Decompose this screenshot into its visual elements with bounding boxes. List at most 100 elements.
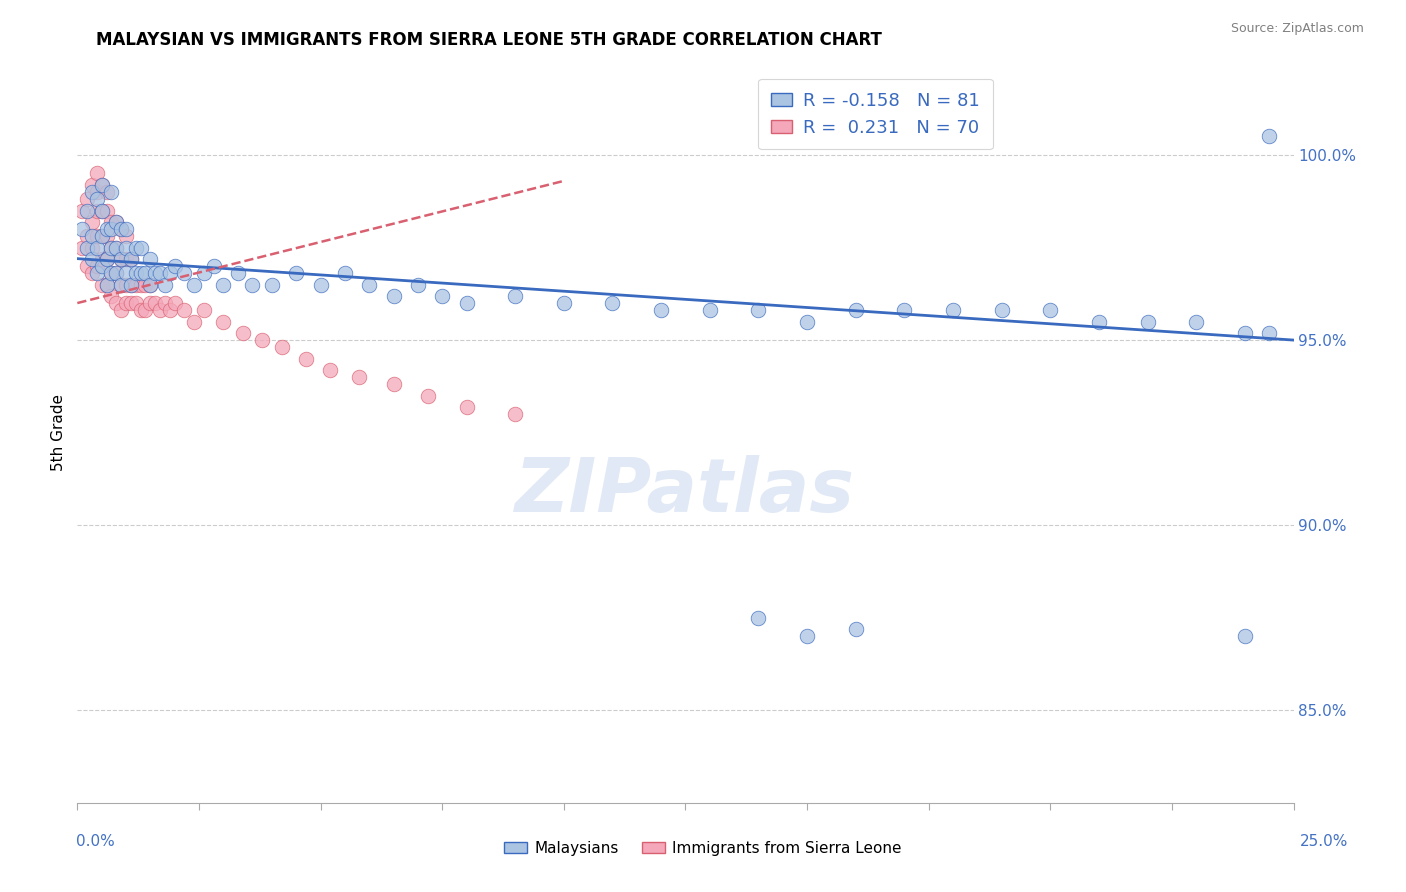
Point (153, 277, 176, 292)
Point (100, 288, 122, 302)
Point (70, 203, 93, 218)
Point (90, 252, 112, 266)
Point (105, 214, 128, 228)
Point (110, 222, 132, 236)
Point (129, 241, 152, 255)
Point (845, 303, 868, 318)
Point (1136, 315, 1159, 329)
Point (226, 267, 249, 281)
Point (183, 277, 205, 292)
Point (359, 277, 381, 292)
Point (86, 193, 108, 207)
Point (80, 267, 103, 281)
Point (105, 296, 128, 310)
Y-axis label: 5th Grade: 5th Grade (51, 394, 66, 471)
Point (129, 277, 152, 292)
Point (153, 296, 176, 310)
Point (80, 185, 103, 199)
Point (80, 252, 103, 266)
Text: Source: ZipAtlas.com: Source: ZipAtlas.com (1230, 22, 1364, 36)
Point (990, 303, 1012, 318)
Point (183, 315, 205, 329)
Point (163, 296, 186, 310)
Point (105, 267, 128, 281)
Point (163, 259, 186, 273)
Point (120, 252, 142, 266)
Point (143, 296, 166, 310)
Point (129, 267, 152, 281)
Point (100, 214, 122, 228)
Point (503, 407, 526, 421)
Point (456, 400, 478, 414)
Point (100, 222, 122, 236)
Point (159, 267, 181, 281)
Point (115, 241, 138, 255)
Point (270, 341, 292, 355)
Point (110, 303, 132, 318)
Point (96, 277, 118, 292)
Point (86, 167, 108, 181)
Point (406, 277, 429, 292)
Point (319, 362, 342, 376)
Point (110, 252, 132, 266)
Point (242, 277, 264, 292)
Point (105, 267, 128, 281)
Point (115, 296, 138, 310)
Point (285, 267, 308, 281)
Point (80, 241, 103, 255)
Point (86, 229, 108, 244)
Point (796, 315, 818, 329)
Point (96, 185, 118, 199)
Point (100, 241, 122, 255)
Point (96, 277, 118, 292)
Point (110, 277, 132, 292)
Point (134, 267, 156, 281)
Point (76, 203, 98, 218)
Legend: R = -0.158   N = 81, R =  0.231   N = 70: R = -0.158 N = 81, R = 0.231 N = 70 (758, 78, 993, 149)
Point (76, 241, 98, 255)
Point (100, 185, 122, 199)
Point (699, 303, 721, 318)
Text: MALAYSIAN VS IMMIGRANTS FROM SIERRA LEONE 5TH GRADE CORRELATION CHART: MALAYSIAN VS IMMIGRANTS FROM SIERRA LEON… (96, 31, 882, 49)
Point (90, 259, 112, 273)
Point (76, 229, 98, 244)
Point (193, 267, 215, 281)
Point (105, 241, 128, 255)
Point (125, 267, 148, 281)
Point (295, 351, 318, 366)
Point (149, 267, 172, 281)
Point (602, 296, 624, 310)
Point (96, 252, 118, 266)
Point (134, 303, 156, 318)
Point (90, 178, 112, 192)
Text: 0.0%: 0.0% (76, 834, 115, 848)
Point (382, 377, 405, 392)
Point (125, 277, 148, 292)
Point (90, 178, 112, 192)
Point (110, 222, 132, 236)
Point (120, 296, 142, 310)
Point (115, 222, 138, 236)
Point (90, 277, 112, 292)
Point (96, 252, 118, 266)
Point (76, 259, 98, 273)
Point (96, 222, 118, 236)
Legend: Malaysians, Immigrants from Sierra Leone: Malaysians, Immigrants from Sierra Leone (498, 835, 908, 862)
Point (1185, 315, 1208, 329)
Point (110, 277, 132, 292)
Point (1233, 629, 1256, 643)
Point (159, 303, 181, 318)
Point (382, 288, 405, 302)
Point (134, 277, 156, 292)
Point (90, 229, 112, 244)
Point (90, 203, 112, 218)
Point (212, 315, 235, 329)
Point (80, 178, 103, 192)
Point (100, 241, 122, 255)
Point (100, 267, 122, 281)
Point (173, 303, 195, 318)
Point (125, 241, 148, 255)
Point (86, 267, 108, 281)
Text: ZIPatlas: ZIPatlas (516, 455, 855, 528)
Point (80, 229, 103, 244)
